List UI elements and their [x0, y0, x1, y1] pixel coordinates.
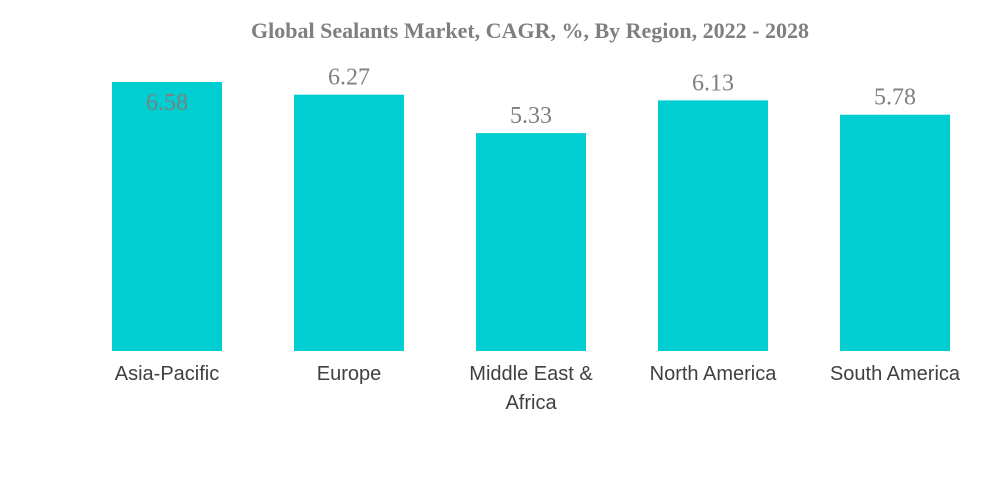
bar — [840, 114, 950, 351]
data-label: 6.13 — [692, 70, 734, 96]
data-label: 6.58 — [146, 90, 188, 116]
data-label: 5.33 — [510, 103, 552, 129]
data-label: 6.27 — [328, 65, 370, 91]
category-tick-label: North America — [650, 363, 778, 385]
category-tick-label: Middle East & — [469, 363, 593, 385]
bar — [294, 94, 404, 352]
bars-group — [112, 82, 950, 352]
bar — [658, 100, 768, 351]
category-tick-label: Asia-Pacific — [115, 363, 219, 385]
data-label: 5.78 — [874, 85, 916, 111]
category-tick-label: Europe — [317, 363, 382, 385]
category-tick-label: Africa — [505, 392, 557, 414]
category-tick-label: South America — [830, 363, 961, 385]
bar — [112, 82, 222, 351]
data-labels-group: 6.58 6.27 5.33 6.13 5.78 — [146, 65, 916, 129]
category-axis-labels: Asia-Pacific Europe Middle East & Africa Nor… — [115, 363, 961, 414]
bar — [476, 133, 586, 351]
chart-title: Global Sealants Market, CAGR, %, By Regi… — [251, 18, 809, 43]
